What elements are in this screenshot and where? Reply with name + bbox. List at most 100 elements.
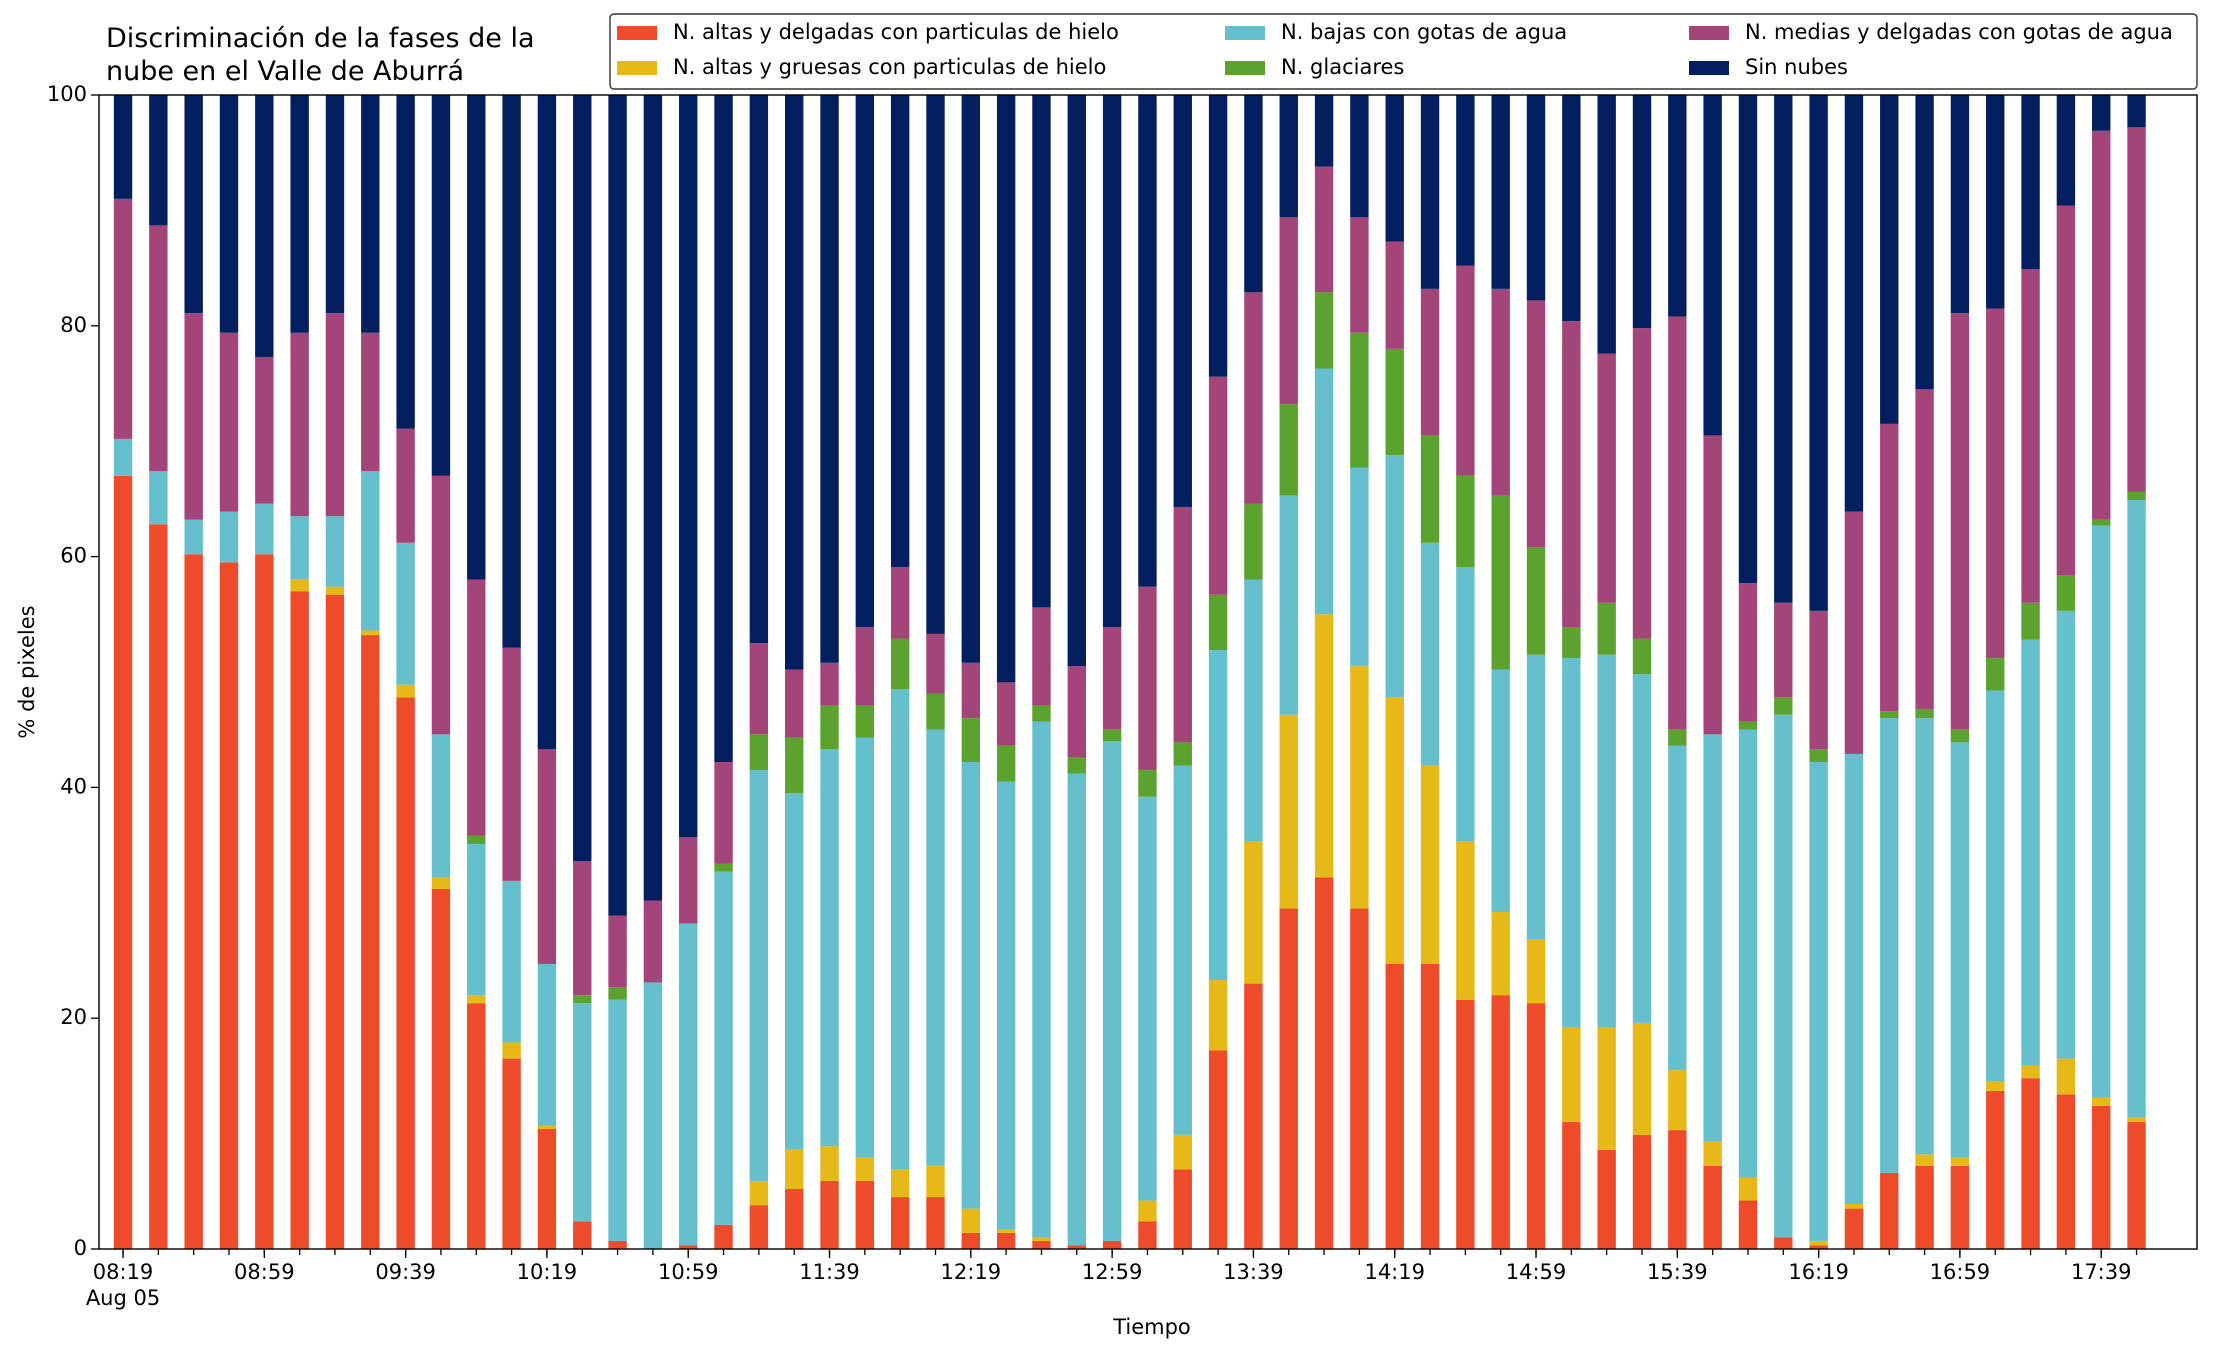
bar-segment (1597, 95, 1616, 354)
bar-segment (1774, 95, 1793, 603)
legend-swatch (1225, 61, 1265, 75)
bar-segment (361, 635, 380, 1249)
bar-segment (537, 95, 557, 750)
bar-segment (1032, 705, 1051, 722)
legend-label: N. medias y delgadas con gotas de agua (1745, 20, 2173, 44)
bar-segment (679, 1245, 698, 1249)
bar-segment (926, 633, 945, 694)
bar-segment (1809, 762, 1828, 1241)
bar-segment (1668, 316, 1687, 730)
bar-segment (1456, 841, 1475, 1000)
x-tick-label: 10:59 (658, 1260, 719, 1284)
bar-segment (502, 95, 521, 648)
bar-segment (1526, 300, 1546, 548)
bar-segment (1067, 666, 1086, 758)
bar-segment (1526, 939, 1546, 1004)
bar-segment (290, 579, 309, 592)
bar-segment (1314, 95, 1334, 167)
bar-segment (431, 95, 451, 476)
bar-segment (1279, 495, 1298, 715)
bar-segment (2056, 95, 2076, 206)
bar-segment (961, 718, 981, 763)
bar-segment (1632, 95, 1652, 329)
bar-segment (2092, 1097, 2111, 1106)
bar-segment (961, 1232, 981, 1249)
bar-segment (361, 332, 380, 472)
bar-segment (1208, 594, 1228, 651)
bar-segment (361, 630, 380, 636)
legend: N. altas y delgadas con particulas de hi… (609, 13, 2198, 90)
bar-segment (1279, 714, 1298, 909)
x-tick-label: 12:59 (1082, 1260, 1143, 1284)
legend-frame (609, 13, 2198, 90)
bar-segment (1597, 602, 1616, 655)
bar-segment (1032, 1240, 1051, 1249)
bar-segment (1844, 511, 1864, 754)
x-tick-label: 13:39 (1223, 1260, 1284, 1284)
bar-segment (714, 95, 733, 763)
bar-segment (1915, 718, 1934, 1155)
bar-segment (537, 1125, 557, 1129)
x-tick-label: 11:39 (799, 1260, 860, 1284)
bar-segment (820, 749, 839, 1147)
bar-segment (396, 542, 415, 685)
bar-segment (1491, 95, 1510, 289)
bar-segment (184, 519, 203, 555)
bar-segment (1138, 796, 1157, 1201)
bar-segment (396, 697, 415, 1249)
bar-segment (2127, 1117, 2146, 1123)
bar-segment (1809, 610, 1828, 750)
bar-segment (1915, 1154, 1934, 1166)
bar-segment (996, 1232, 1016, 1249)
bar-segment (2021, 639, 2040, 1066)
bar-segment (573, 1221, 592, 1249)
bar-segment (1244, 983, 1263, 1249)
bar-segment (537, 1128, 557, 1249)
bar-segment (290, 516, 309, 580)
bar-segment (1632, 1134, 1652, 1249)
bar-segment (1950, 742, 1970, 1158)
bar-segment (1456, 95, 1475, 266)
bar-segment (573, 95, 592, 862)
bar-segment (1491, 495, 1510, 670)
bar-segment (784, 95, 804, 670)
bar-segment (1138, 770, 1157, 797)
bar-segment (255, 356, 274, 504)
bar-segment (1067, 773, 1086, 1246)
bar-segment (1244, 841, 1263, 984)
bar-segment (679, 837, 698, 924)
bar-segment (1491, 669, 1510, 913)
bar-segment (1350, 467, 1369, 667)
bar-segment (679, 923, 698, 1246)
bar-segment (926, 1197, 945, 1249)
bar-segment (2092, 130, 2111, 520)
bar-segment (467, 579, 486, 836)
legend-label: N. altas y gruesas con particulas de hie… (673, 55, 1106, 79)
bar-segment (820, 1146, 839, 1181)
bar-segment (2127, 127, 2146, 492)
bar-segment (1138, 95, 1157, 587)
bar-segment (855, 705, 875, 738)
bar-segment (1279, 217, 1298, 405)
bar-segment (608, 999, 627, 1241)
bar-segment (149, 524, 168, 1249)
x-tick-label: 09:39 (375, 1260, 436, 1284)
bar-segment (1173, 95, 1192, 507)
bar-segment (149, 225, 168, 472)
bar-segment (890, 1169, 910, 1198)
bar-segment (1809, 1240, 1828, 1246)
y-tick-label: 20 (60, 1005, 87, 1029)
bar-segment (1350, 666, 1369, 909)
bar-segment (2092, 95, 2111, 131)
bar-segment (1668, 95, 1687, 317)
bar-segment (113, 95, 133, 199)
bar-segment (1562, 321, 1581, 627)
bar-segment (1279, 95, 1298, 218)
bar-segment (184, 313, 203, 520)
bar-segment (1173, 506, 1192, 743)
bar-segment (643, 982, 663, 1249)
bar-segment (219, 562, 239, 1249)
x-tick-label: 08:19 (93, 1260, 154, 1284)
